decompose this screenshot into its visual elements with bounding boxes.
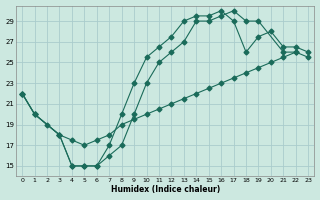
X-axis label: Humidex (Indice chaleur): Humidex (Indice chaleur) [111,185,220,194]
